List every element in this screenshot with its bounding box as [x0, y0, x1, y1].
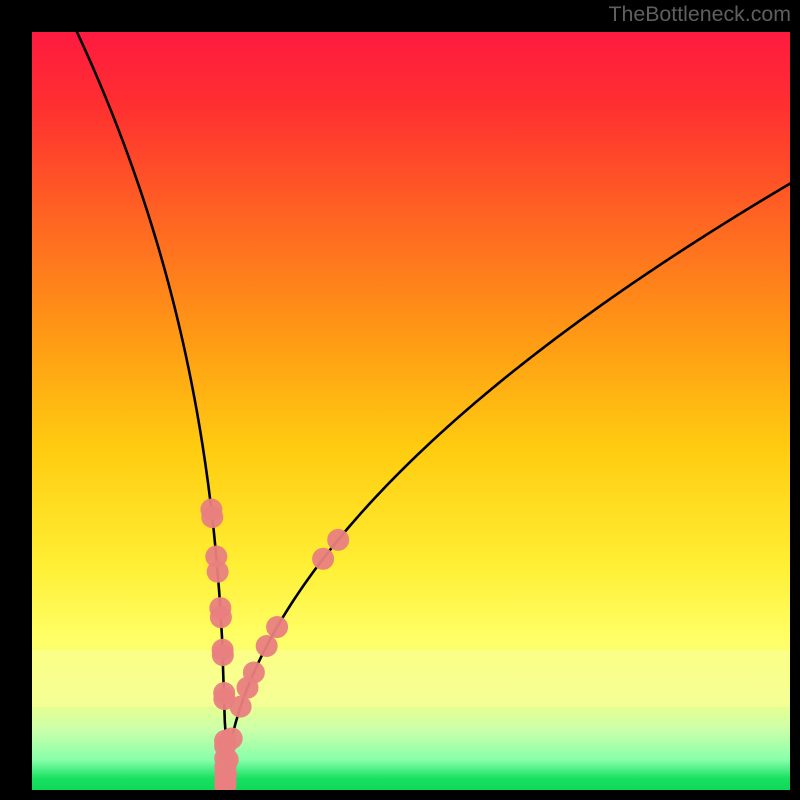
v-curve: [66, 9, 790, 760]
data-marker: [207, 561, 229, 583]
data-marker: [230, 696, 252, 718]
data-marker: [243, 662, 265, 684]
curve-overlay: [0, 0, 800, 800]
data-marker: [210, 606, 232, 628]
data-marker: [327, 529, 349, 551]
watermark-label: TheBottleneck.com: [608, 2, 791, 27]
data-marker: [256, 635, 278, 657]
data-marker: [266, 616, 288, 638]
data-marker: [221, 727, 243, 749]
data-marker: [312, 548, 334, 570]
marker-group: [200, 499, 349, 798]
data-marker: [212, 644, 234, 666]
chart-frame: TheBottleneck.com: [0, 0, 800, 800]
data-marker: [201, 506, 223, 528]
data-marker: [217, 749, 239, 771]
